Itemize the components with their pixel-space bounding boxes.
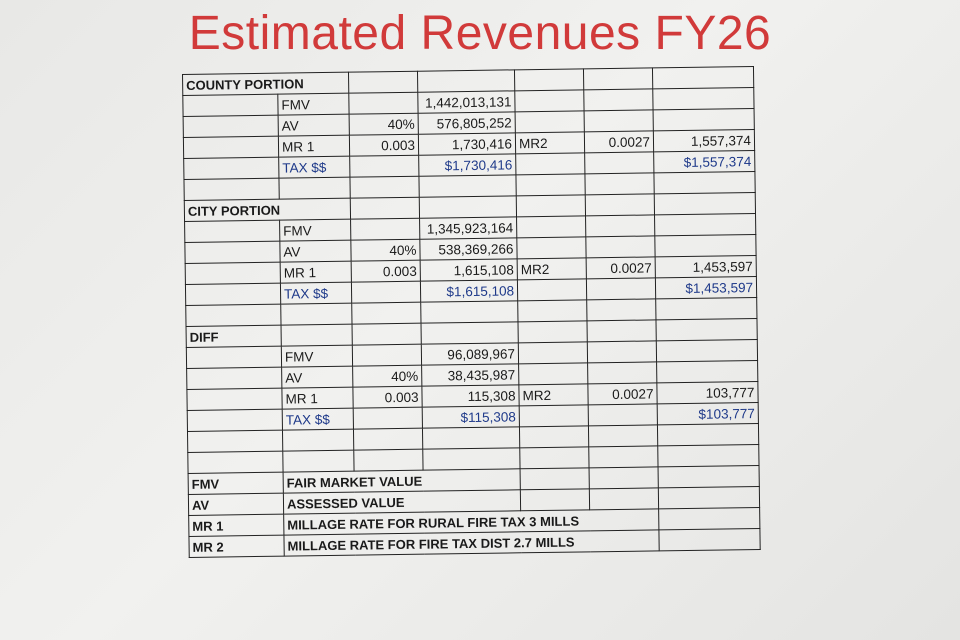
row-label: TAX $$ bbox=[278, 156, 350, 179]
av-percent: 40% bbox=[350, 239, 421, 262]
fmv-value: 96,089,967 bbox=[421, 342, 519, 366]
county-section-header: COUNTY PORTION bbox=[182, 72, 349, 96]
fmv-value: 1,442,013,131 bbox=[417, 90, 516, 114]
mr1-rate: 0.003 bbox=[352, 386, 423, 409]
legend-abbr: MR 1 bbox=[188, 514, 284, 537]
row-label: AV bbox=[281, 366, 353, 389]
mr2-label: MR2 bbox=[515, 131, 585, 154]
row-label: AV bbox=[279, 240, 352, 263]
legend-abbr: FMV bbox=[188, 472, 284, 495]
tax-mr2-value: $1,453,597 bbox=[655, 276, 757, 299]
mr2-value: 103,777 bbox=[656, 381, 759, 404]
diff-section-header: DIFF bbox=[186, 325, 282, 348]
av-value: 38,435,987 bbox=[421, 363, 519, 387]
mr2-label: MR2 bbox=[518, 383, 589, 406]
row-label: AV bbox=[278, 114, 350, 137]
row-label: MR 1 bbox=[280, 261, 352, 284]
row-label: FMV bbox=[279, 219, 351, 242]
mr2-value: 1,453,597 bbox=[655, 255, 757, 278]
row-label: MR 1 bbox=[281, 387, 354, 410]
tax-mr1-value: $1,615,108 bbox=[420, 279, 518, 303]
mr2-label: MR2 bbox=[517, 257, 587, 280]
mr1-rate: 0.003 bbox=[349, 134, 419, 157]
row-label: MR 1 bbox=[278, 135, 350, 158]
mr1-value: 1,730,416 bbox=[418, 132, 516, 156]
fmv-value: 1,345,923,164 bbox=[419, 216, 517, 240]
legend-abbr: MR 2 bbox=[188, 535, 285, 558]
mr1-value: 1,615,108 bbox=[420, 258, 518, 282]
row-label: TAX $$ bbox=[280, 282, 352, 305]
revenue-spreadsheet: COUNTY PORTION FMV 1,442,013,131 AV 40% … bbox=[182, 66, 761, 558]
page-title: Estimated Revenues FY26 bbox=[188, 7, 772, 60]
mr2-value: 1,557,374 bbox=[653, 129, 755, 152]
av-percent: 40% bbox=[352, 365, 422, 388]
mr2-rate: 0.0027 bbox=[586, 256, 656, 279]
legend-abbr: AV bbox=[188, 493, 284, 516]
revenue-table: COUNTY PORTION FMV 1,442,013,131 AV 40% … bbox=[182, 66, 761, 558]
row-label: TAX $$ bbox=[282, 408, 354, 431]
tax-mr1-value: $1,730,416 bbox=[418, 153, 516, 177]
tax-mr1-value: $115,308 bbox=[422, 405, 520, 429]
av-value: 576,805,252 bbox=[418, 111, 516, 135]
mr1-rate: 0.003 bbox=[351, 260, 421, 283]
mr2-rate: 0.0027 bbox=[587, 382, 658, 405]
mr2-rate: 0.0027 bbox=[584, 130, 654, 153]
av-value: 538,369,266 bbox=[419, 237, 518, 261]
row-label: FMV bbox=[277, 93, 350, 116]
av-percent: 40% bbox=[349, 113, 419, 136]
tax-mr2-value: $103,777 bbox=[657, 402, 759, 425]
legend-definition: MILLAGE RATE FOR FIRE TAX DIST 2.7 MILLS bbox=[283, 529, 660, 557]
mr1-value: 115,308 bbox=[421, 384, 520, 408]
city-section-header: CITY PORTION bbox=[184, 198, 351, 222]
tax-mr2-value: $1,557,374 bbox=[653, 150, 755, 173]
row-label: FMV bbox=[281, 345, 353, 368]
